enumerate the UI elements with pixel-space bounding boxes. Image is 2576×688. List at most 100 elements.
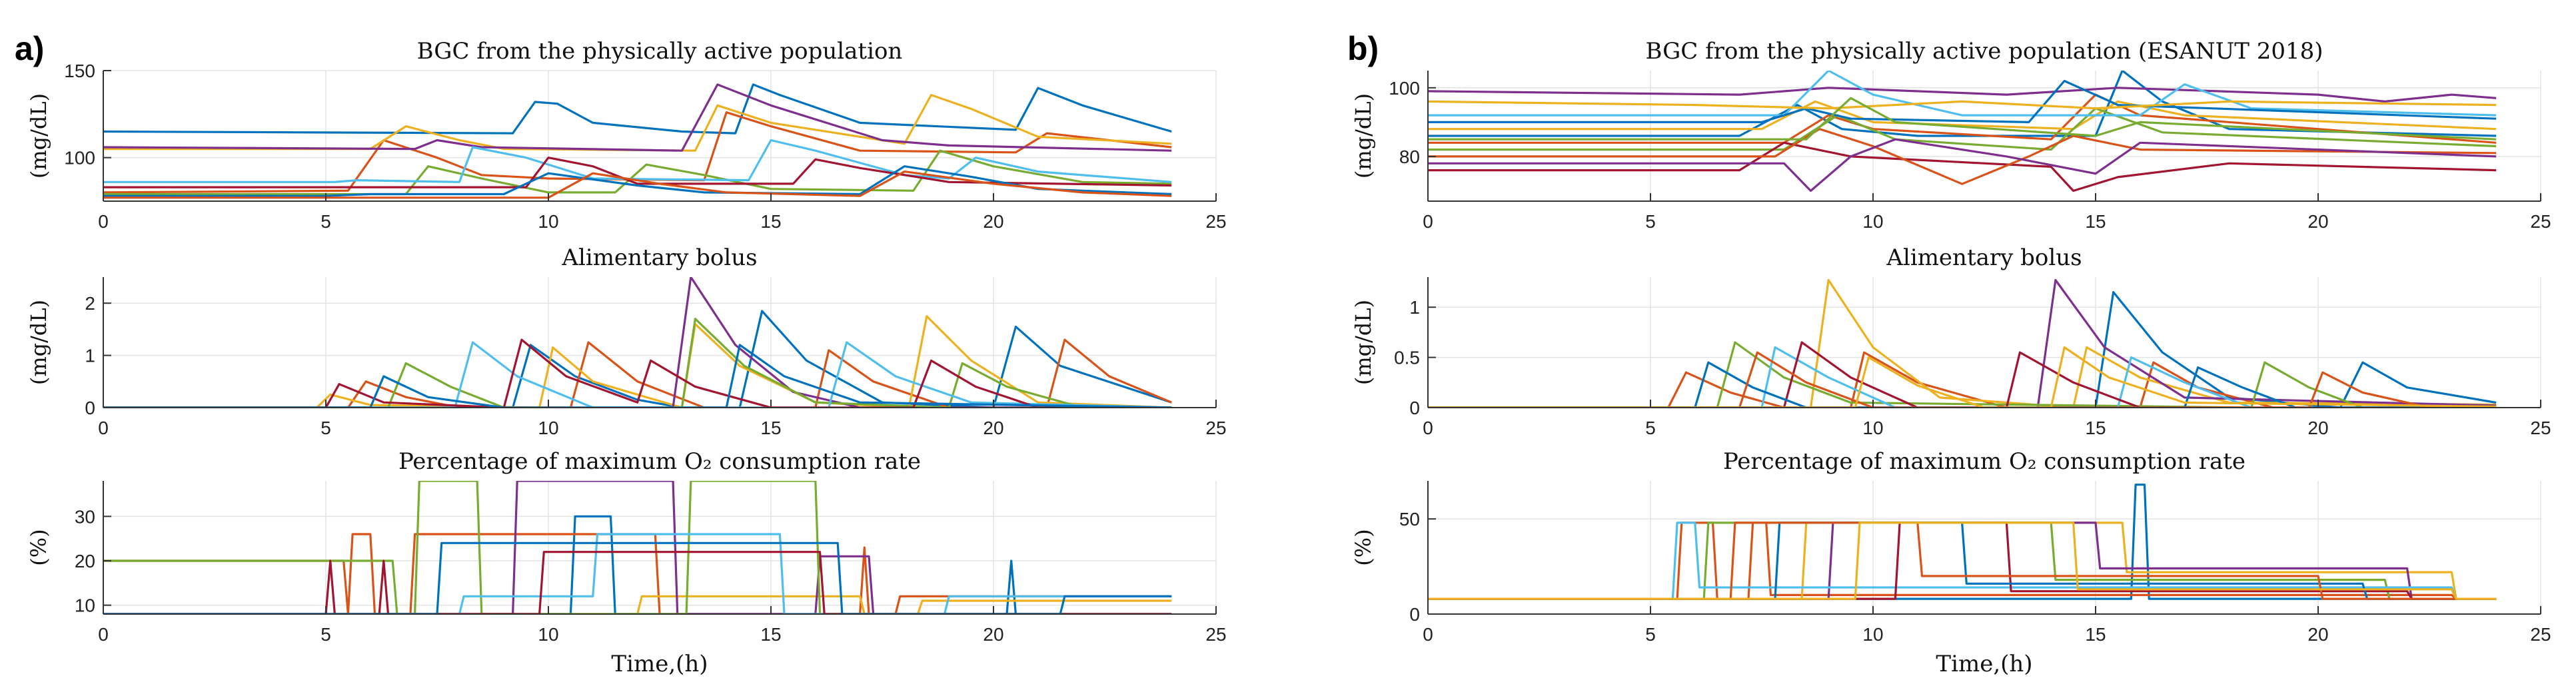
x-tick-label: 25 [1205,418,1226,438]
y-tick-label: 150 [64,61,95,81]
y-axis-label: (mg/dL) [26,93,51,178]
series-line-s5 [103,149,1172,196]
series-line-s2 [1428,93,2497,144]
x-tick-label: 5 [1645,418,1656,438]
series-line-s9 [1428,351,2497,408]
series-line-s8 [1428,361,2497,408]
x-axis-label: Time,(h) [611,651,708,677]
chart-b1: 0 5 10 15 20 25 80 100 BGC from the physically a… [1347,30,2551,232]
panel-label: a) [15,30,44,67]
chart-title: BGC from the physically active populatio… [417,38,903,65]
series-line-s4 [1428,521,2497,600]
y-tick-label: 0 [1409,398,1420,418]
x-tick-label: 20 [983,624,1003,645]
x-tick-label: 20 [2307,418,2328,438]
x-tick-label: 20 [983,211,1003,232]
chart-a1: 0 5 10 15 20 25 100 150 BGC from the physically … [15,30,1227,232]
x-tick-label: 5 [321,211,331,232]
series-line-s1 [1428,484,2497,600]
y-tick-label: 100 [1389,78,1420,99]
y-tick-label: 1 [85,346,95,366]
series-line-s10 [1428,100,2497,110]
y-tick-label: 0 [1409,604,1420,625]
series-line-s9 [103,171,1172,199]
series-group [1428,71,2497,192]
x-tick-label: 5 [321,418,331,438]
series-line-s3 [103,595,1172,614]
x-tick-label: 5 [1645,211,1656,232]
series-group [103,481,1172,614]
y-tick-label: 100 [64,148,95,169]
series-line-s11 [1428,138,2497,192]
y-tick-label: 30 [75,506,95,527]
chart-a3: 0 5 10 15 20 25 10 20 30 Percentage of maximum O₂… [26,448,1227,677]
x-tick-label: 15 [2085,211,2106,232]
x-tick-label: 25 [1205,624,1226,645]
series-line-s2 [1428,521,2497,600]
y-axis-label: (mg/dL) [1351,300,1376,385]
series-line-s8 [1428,521,2497,600]
series-line-s1 [103,310,1172,408]
x-tick-label: 0 [1423,624,1433,645]
x-tick-label: 15 [760,211,781,232]
x-tick-label: 25 [2530,418,2551,438]
series-line-s1 [1428,291,2497,408]
x-tick-label: 25 [2530,211,2551,232]
series-line-s5 [1428,521,2497,600]
series-line-s3 [1428,100,2497,131]
series-line-s7 [103,551,1172,614]
series-group [1428,484,2497,600]
x-tick-label: 5 [321,624,331,645]
x-tick-label: 25 [1205,211,1226,232]
panel-label: b) [1347,30,1379,67]
chart-title: BGC from the physically active populatio… [1645,38,2323,65]
x-tick-label: 0 [1423,418,1433,438]
series-group [103,277,1172,408]
x-tick-label: 10 [1862,624,1883,645]
series-line-s9 [1428,521,2497,600]
x-tick-label: 20 [983,418,1003,438]
series-line-s10 [1428,346,2497,408]
x-tick-label: 0 [1423,211,1433,232]
x-tick-label: 15 [2085,418,2106,438]
plot-area [103,481,1216,614]
series-line-s4 [1428,278,2497,408]
y-axis-label: (%) [1351,529,1376,565]
chart-title: Percentage of maximum O₂ consumption rat… [1723,448,2246,475]
series-line-s8 [103,165,1172,197]
series-line-s6 [103,139,1172,183]
series-line-s8 [103,541,1172,614]
series-line-s2 [103,338,1172,408]
y-tick-label: 80 [1399,147,1420,167]
series-line-s6 [1428,71,2497,117]
series-line-s7 [103,338,1172,408]
series-line-s8 [103,344,1172,408]
y-tick-label: 2 [85,293,95,314]
x-tick-label: 5 [1645,624,1656,645]
x-axis-label: Time,(h) [1936,651,2032,677]
series-line-s6 [103,533,1172,614]
x-tick-label: 25 [2530,624,2551,645]
x-tick-label: 15 [760,624,781,645]
series-line-s4 [103,481,1172,614]
x-tick-label: 20 [2307,624,2328,645]
series-line-s12 [1428,97,2497,141]
x-tick-label: 15 [2085,624,2106,645]
series-line-s7 [103,157,1172,188]
x-tick-label: 0 [98,418,109,438]
chart-title: Percentage of maximum O₂ consumption rat… [398,448,921,475]
x-tick-label: 0 [98,211,109,232]
series-line-s2 [1428,351,2497,408]
y-axis-label: (mg/dL) [26,300,51,385]
series-line-s6 [103,341,1172,408]
y-tick-label: 0 [85,398,95,418]
series-line-s7 [1428,141,2497,192]
x-tick-label: 15 [760,418,781,438]
series-line-s4 [103,277,1172,408]
chart-a2: 0 5 10 15 20 25 0 1 2 Alimentary bolus (mg/dL) [26,244,1227,438]
chart-title: Alimentary bolus [561,244,757,271]
plot-area [1428,277,2541,408]
y-tick-label: 20 [75,551,95,571]
series-line-s3 [103,94,1172,152]
